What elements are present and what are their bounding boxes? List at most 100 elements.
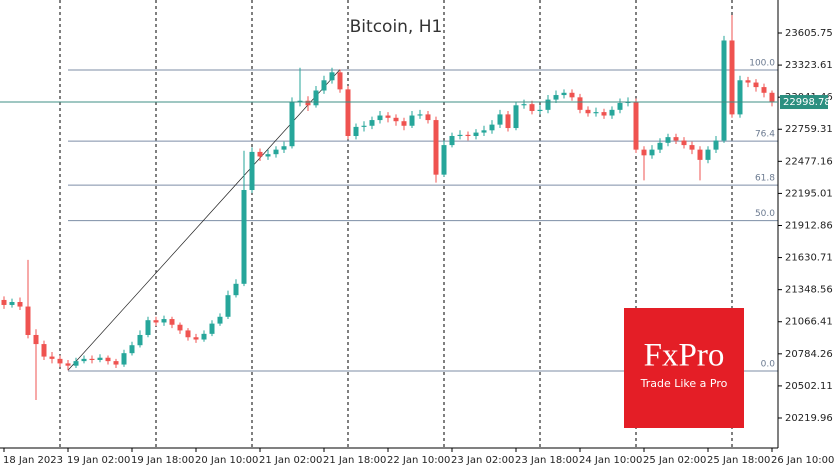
candle-body — [473, 132, 479, 136]
x-tick-label: 23 Jan 02:00 — [451, 455, 514, 466]
y-tick-label: 22759.31 — [785, 124, 833, 135]
y-tick-label: 21348.56 — [785, 285, 833, 296]
candle-body — [153, 320, 159, 323]
fib-level-label: 0.0 — [761, 360, 776, 370]
candle-body — [769, 92, 775, 103]
candle-body — [49, 356, 55, 359]
candle-body — [753, 82, 759, 88]
candle-body — [577, 97, 583, 110]
candle-body — [545, 99, 551, 110]
candle-body — [745, 80, 751, 83]
price-label: 22998.78 — [783, 97, 831, 108]
candle-body — [241, 190, 247, 284]
candle-body — [145, 320, 151, 335]
y-tick-label: 22195.01 — [785, 188, 833, 199]
candle-body — [89, 358, 95, 360]
candle-body — [281, 146, 287, 150]
candle-body — [705, 149, 711, 160]
candle-body — [649, 149, 655, 156]
candle-body — [321, 80, 327, 91]
candle-body — [193, 337, 199, 340]
candle-body — [617, 103, 623, 110]
candle-body — [569, 92, 575, 98]
candle-body — [25, 306, 31, 335]
candle-body — [393, 117, 399, 122]
candle-body — [609, 109, 615, 116]
x-tick-label: 24 Jan 10:00 — [579, 455, 642, 466]
candle-body — [697, 149, 703, 160]
candle-body — [721, 40, 727, 141]
candle-body — [217, 316, 223, 324]
y-tick-label: 23323.61 — [785, 60, 833, 71]
fib-level-label: 50.0 — [755, 209, 775, 219]
x-tick-label: 26 Jan 10:00 — [771, 455, 834, 466]
y-tick-label: 21912.86 — [785, 220, 833, 231]
candle-body — [433, 120, 439, 175]
x-tick-label: 20 Jan 10:00 — [195, 455, 258, 466]
candle-body — [737, 80, 743, 115]
candle-body — [673, 137, 679, 141]
chart-title: Bitcoin, H1 — [350, 17, 443, 37]
candle-body — [425, 114, 431, 121]
candle-body — [209, 323, 215, 334]
y-tick-label: 20784.26 — [785, 349, 833, 360]
candle-body — [105, 357, 111, 362]
x-tick-label: 22 Jan 10:00 — [387, 455, 450, 466]
candle-body — [313, 90, 319, 106]
candle-body — [593, 112, 599, 114]
y-tick-label: 21630.71 — [785, 253, 833, 264]
candle-body — [129, 345, 135, 354]
candle-body — [265, 154, 271, 157]
candle-body — [273, 149, 279, 155]
candle-body — [553, 95, 559, 100]
candle-body — [17, 302, 23, 307]
candle-body — [513, 105, 519, 129]
candle-body — [177, 324, 183, 331]
candle-body — [641, 149, 647, 156]
candle-body — [289, 101, 295, 147]
candle-body — [337, 72, 343, 90]
candle-body — [681, 140, 687, 146]
x-tick-label: 25 Jan 18:00 — [707, 455, 770, 466]
candle-body — [713, 140, 719, 150]
candle-body — [113, 361, 119, 365]
x-tick-label: 19 Jan 02:00 — [67, 455, 130, 466]
candle-body — [409, 115, 415, 126]
candle-body — [161, 319, 167, 323]
fib-level-label: 76.4 — [755, 130, 775, 140]
y-tick-label: 20219.96 — [785, 413, 833, 424]
candle-body — [465, 134, 471, 136]
candle-body — [65, 363, 71, 366]
x-tick-label: 19 Jan 18:00 — [131, 455, 194, 466]
candle-body — [457, 134, 463, 136]
logo-tagline: Trade Like a Pro — [640, 377, 728, 390]
candle-body — [345, 89, 351, 136]
candle-body — [401, 121, 407, 126]
fib-level-label: 61.8 — [755, 174, 775, 184]
candle-body — [33, 334, 39, 345]
candle-body — [185, 330, 191, 338]
candle-body — [561, 92, 567, 96]
x-tick-label: 23 Jan 18:00 — [515, 455, 578, 466]
y-tick-label: 20502.11 — [785, 381, 833, 392]
y-tick-label: 22477.16 — [785, 156, 833, 167]
candle-body — [249, 151, 255, 191]
candle-body — [41, 344, 47, 357]
candle-body — [729, 40, 735, 115]
logo-box — [624, 308, 744, 428]
candle-body — [481, 130, 487, 133]
logo-brand: FxPro — [644, 338, 725, 374]
x-tick-label: 21 Jan 18:00 — [323, 455, 386, 466]
candle-body — [489, 124, 495, 131]
candle-body — [201, 333, 207, 340]
candle-body — [449, 135, 455, 146]
candle-body — [689, 145, 695, 150]
candle-body — [385, 115, 391, 118]
candle-body — [505, 114, 511, 129]
plot-area: 100.0 76.4 61.8 50.0 0.0 — [1, 15, 778, 401]
y-tick-label: 23605.75 — [785, 28, 833, 39]
x-tick-label: 25 Jan 02:00 — [643, 455, 706, 466]
candle-body — [169, 319, 175, 325]
candle-body — [233, 283, 239, 296]
candle-body — [441, 145, 447, 175]
